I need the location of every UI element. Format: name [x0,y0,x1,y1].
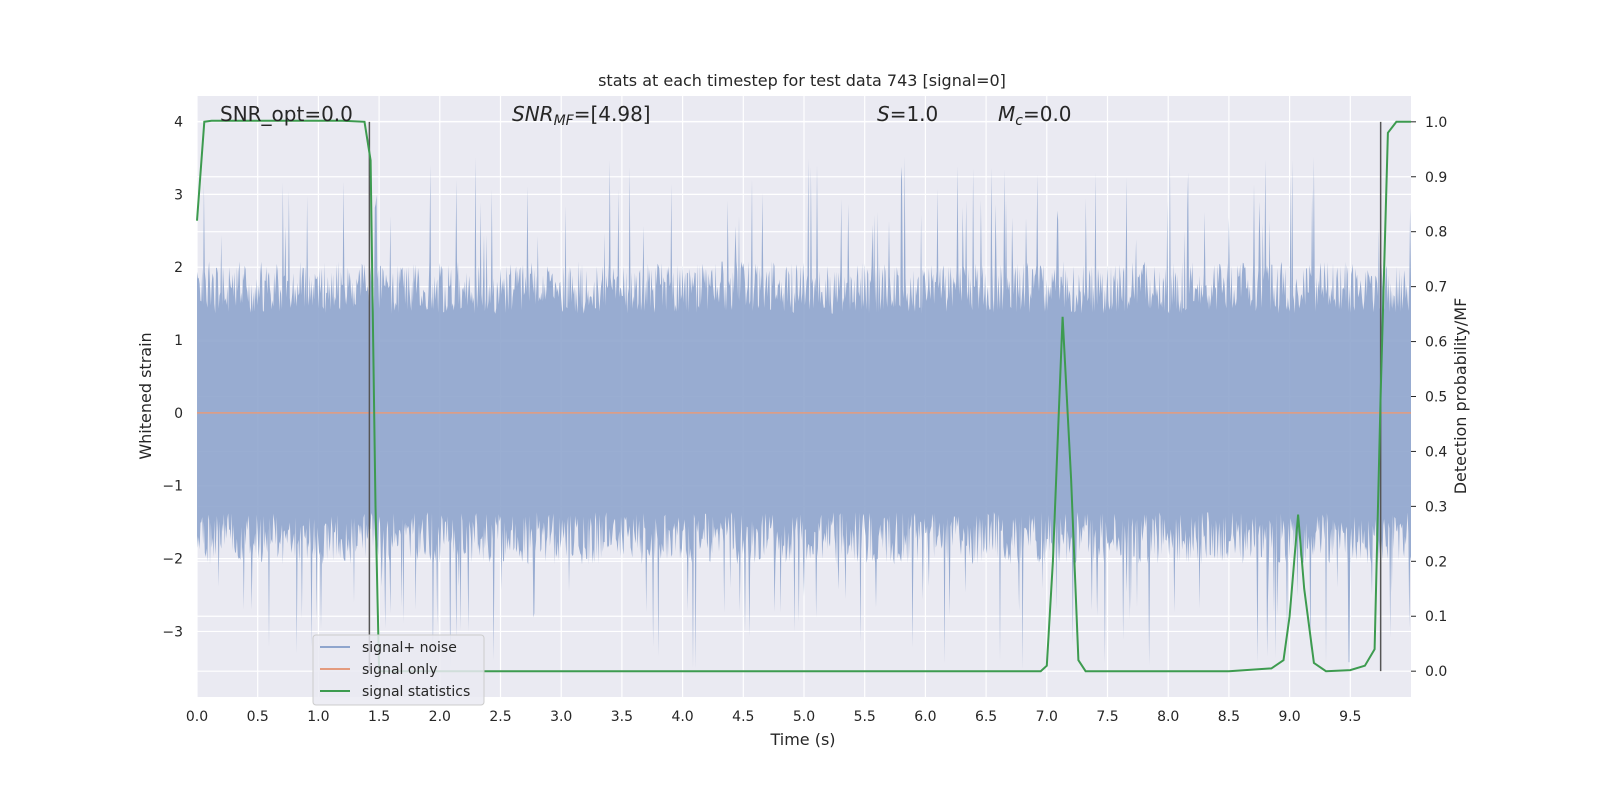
y-right-axis-label: Detection probability/MF [1451,298,1470,495]
annotation-mc-subscript: c [1015,113,1023,129]
x-tick-label: 1.0 [307,709,329,725]
y-right-tick-label: 0.2 [1425,554,1447,570]
y-tick-label: −2 [162,552,183,568]
legend: signal+ noise signal only signal statist… [312,634,485,706]
y-right-tick-label: 0.6 [1425,335,1447,351]
annotation-mc-value: =0.0 [1023,102,1072,126]
x-tick-label: 2.0 [429,709,451,725]
x-tick-label: 6.0 [914,709,936,725]
x-tick-label: 4.0 [671,709,693,725]
y-axis-label: Whitened strain [136,332,155,459]
annotation-s-value: =1.0 [890,102,939,126]
y-tick-labels: 4 3 2 1 0 −1 −2 −3 [162,114,183,640]
y-right-tick-labels: 1.0 0.9 0.8 0.7 0.6 0.5 0.4 0.3 0.2 0.1 0.0 [1411,115,1447,680]
x-tick-label: 8.5 [1218,709,1240,725]
chart-title: stats at each timestep for test data 743… [598,71,1006,90]
x-tick-label: 5.5 [854,709,876,725]
x-tick-label: 0.0 [186,709,208,725]
y-right-tick-label: 0.8 [1425,225,1447,241]
x-tick-label: 9.0 [1278,709,1300,725]
annotation-s: S=1.0 [877,102,938,126]
y-tick-label: −3 [162,624,183,640]
y-right-tick-label: 1.0 [1425,115,1447,131]
y-tick-label: −1 [162,479,183,495]
x-tick-label: 4.5 [732,709,754,725]
x-axis-label: Time (s) [769,730,835,749]
x-tick-label: 7.5 [1096,709,1118,725]
series-signal-statistics [196,119,1411,673]
y-right-tick-label: 0.1 [1425,609,1447,625]
x-tick-label: 9.5 [1339,709,1361,725]
annotation-mc: Mc=0.0 [998,102,1072,129]
y-right-tick-label: 0.3 [1425,499,1447,515]
legend-box [312,634,485,706]
annotation-snr-opt: SNR_opt=0.0 [220,102,353,126]
y-tick-label: 3 [174,187,183,203]
x-tick-label: 3.0 [550,709,572,725]
annotation-snr-mf: SNRMF=[4.98] [512,102,651,129]
x-tick-labels: 0.0 0.5 1.0 1.5 2.0 2.5 3.0 3.5 4.0 4.5 5.0 5.5 6.0 6… [186,709,1362,725]
y-right-tick-label: 0.5 [1425,390,1447,406]
annotation-snr-mf-value: =[4.98] [574,102,651,126]
y-tick-label: 1 [174,333,183,349]
y-right-tick-label: 0.7 [1425,280,1447,296]
y-tick-label: 2 [174,260,183,276]
y-right-tick-label: 0.0 [1425,664,1447,680]
annotation-snr-mf-subscript: MF [554,113,575,129]
x-tick-label: 0.5 [247,709,269,725]
legend-label-signal-only: signal only [362,662,437,678]
legend-label-signal-statistics: signal statistics [362,684,470,700]
y-right-tick-label: 0.9 [1425,170,1447,186]
x-tick-label: 2.5 [489,709,511,725]
x-tick-label: 7.0 [1036,709,1058,725]
annotation-snr-mf-symbol: SNR [512,102,554,126]
x-tick-label: 6.5 [975,709,997,725]
x-tick-label: 3.5 [611,709,633,725]
y-tick-label: 4 [174,114,183,130]
x-tick-label: 8.0 [1157,709,1179,725]
x-tick-label: 5.0 [793,709,815,725]
y-right-tick-label: 0.4 [1425,444,1447,460]
y-tick-label: 0 [174,406,183,422]
annotation-mc-symbol: M [998,102,1015,126]
x-tick-label: 1.5 [368,709,390,725]
legend-label-signal-noise: signal+ noise [362,640,457,656]
annotation-s-symbol: S [877,102,890,126]
